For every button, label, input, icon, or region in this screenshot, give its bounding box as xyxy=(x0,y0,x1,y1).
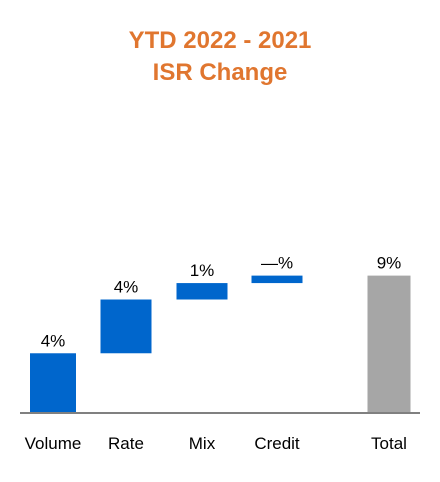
bar-volume xyxy=(30,353,76,413)
bar-rate xyxy=(100,299,152,354)
bars-group xyxy=(30,275,411,413)
data-label-rate: 4% xyxy=(114,278,139,297)
category-label-credit: Credit xyxy=(254,434,300,453)
chart-title-line-2: ISR Change xyxy=(152,59,288,86)
bar-mix xyxy=(176,283,228,300)
data-label-credit: —% xyxy=(261,254,293,273)
chart-title-line-1: YTD 2022 - 2021 xyxy=(128,27,312,54)
data-label-total: 9% xyxy=(377,254,402,273)
labels-group: 4% Volume 4% Rate 1% Mix —% Credit 9% Total xyxy=(25,254,407,453)
bar-total xyxy=(367,275,411,413)
data-label-mix: 1% xyxy=(190,261,215,280)
category-label-total: Total xyxy=(371,434,407,453)
category-label-mix: Mix xyxy=(189,434,216,453)
category-label-rate: Rate xyxy=(108,434,144,453)
bar-credit xyxy=(251,275,303,284)
category-label-volume: Volume xyxy=(25,434,82,453)
data-label-volume: 4% xyxy=(41,331,66,350)
